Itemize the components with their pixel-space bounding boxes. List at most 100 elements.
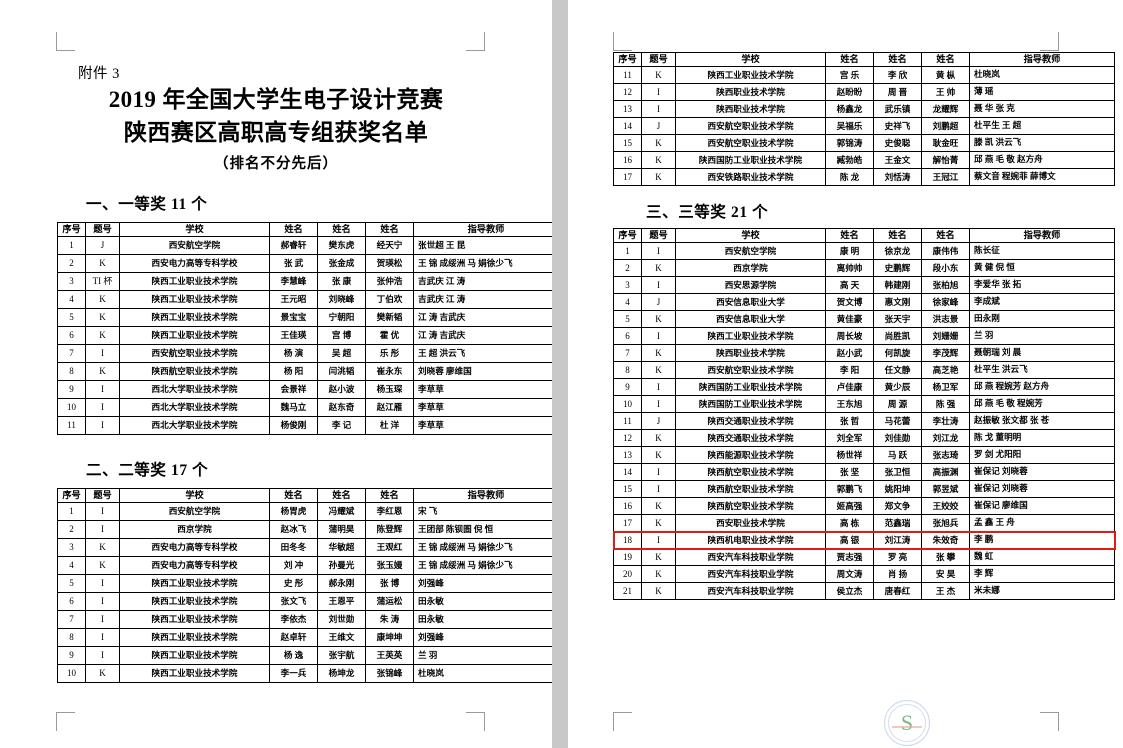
cell-school: 西北大学职业技术学院 — [119, 380, 270, 399]
cell-code: I — [85, 380, 120, 399]
seal-inner-ring — [888, 704, 926, 742]
table-row: 9 I 陕西国防工业职业技术学院 卢佳康 黄少辰 杨卫军邱 燕 程婉芳 赵方舟 — [613, 378, 1115, 396]
cell-name: 王金文 — [873, 151, 922, 169]
cell-num: 1 — [57, 502, 86, 521]
th-name-1: 姓名 — [269, 488, 318, 503]
cell-code: K — [641, 514, 676, 532]
cell-code: K — [641, 259, 676, 277]
table-row: 4 K 陕西工业职业技术学院 王元昭 刘晓峰 丁伯欢 吉武庆 江 涛 — [57, 290, 552, 309]
cell-name: 杨胃虎 — [269, 502, 318, 521]
table-row: 10 I 西北大学职业技术学院 魏马立 赵东奇 赵江雁 李草草 — [57, 398, 552, 417]
table-row: 12 K 陕西交通职业技术学院 刘全军 刘佳勋 刘江龙陈 戈 董明明 — [613, 429, 1115, 447]
cell-name: 王佳瑛 — [269, 326, 318, 345]
cell-name: 罗 亮 — [873, 548, 922, 566]
cell-school: 陕西能源职业技术学院 — [675, 446, 826, 464]
cell-name: 王冠江 — [921, 168, 970, 186]
cell-num: 8 — [57, 628, 86, 647]
th-name-3: 姓名 — [921, 52, 970, 67]
cell-teachers: 滕 凯 洪云飞 — [969, 134, 1115, 152]
second-prize-body-page2: 11 K 陕西工业职业技术学院宫 乐李 欣黄 枞杜晓岚 12 I 陕西职业技术学院 赵盼盼周… — [613, 66, 1115, 186]
cell-teachers: 刘强峰 — [413, 628, 552, 647]
cell-name: 史祥飞 — [873, 117, 922, 135]
cell-teachers: 邱 燕 毛 敬 程婉芳 — [969, 395, 1115, 413]
cell-name: 贺文博 — [825, 293, 874, 311]
page-right: 序号 题号 学校 姓名 姓名 姓名 指导教师 11 K 陕西工业职业技术学院宫 乐李… — [568, 0, 1123, 748]
cell-name: 刘姗姗 — [921, 327, 970, 345]
cell-name: 黄少辰 — [873, 378, 922, 396]
cell-name: 樊东虎 — [317, 236, 366, 255]
cell-name: 离帅帅 — [825, 259, 874, 277]
th-school: 学校 — [119, 488, 270, 503]
cell-name: 史鹏辉 — [873, 259, 922, 277]
table-row: 18 I 陕西机电职业技术学院高 银刘江涛 朱效奇李 鹏 — [612, 530, 1116, 550]
table-row: 9 I 西北大学职业技术学院 会景祥 赵小波 杨玉琛 李草草 — [57, 380, 552, 399]
cell-num: 4 — [57, 556, 86, 575]
cell-teachers: 杜平生 洪云飞 — [969, 361, 1115, 379]
cell-teachers: 崔保记 刘晓蓉 — [969, 480, 1115, 498]
cell-num: 18 — [613, 531, 642, 549]
table-row: 9 I 陕西工业职业技术学院杨 逸张宇航 王英英兰 羽 — [57, 646, 552, 665]
table-row: 5 K 陕西工业职业技术学院 景宝宝 宁朝阳 樊新韬江 涛 吉武庆 — [57, 308, 552, 327]
cell-code: I — [641, 242, 676, 260]
cell-num: 6 — [57, 592, 86, 611]
cell-code: K — [85, 254, 120, 273]
cell-num: 15 — [613, 480, 642, 498]
cell-num: 17 — [613, 168, 642, 186]
table-row: 10 K 陕西工业职业技术学院 李一兵 杨坤龙 张锦峰 杜晓岚 — [57, 664, 552, 683]
cell-code: J — [641, 293, 676, 311]
cell-name: 刘鹏超 — [921, 117, 970, 135]
th-code: 题号 — [641, 228, 676, 243]
cell-num: 2 — [57, 520, 86, 539]
cell-name: 刘佳勋 — [873, 429, 922, 447]
cell-name: 李依杰 — [269, 610, 318, 629]
cell-code: K — [85, 326, 120, 345]
th-name-3: 姓名 — [921, 228, 970, 243]
cell-code: I — [641, 83, 676, 101]
cell-num: 5 — [57, 574, 86, 593]
cell-code: K — [641, 582, 676, 600]
table-row: 5 I 陕西工业职业技术学院史 彤郝永刚张 博刘强峰 — [57, 574, 552, 593]
cell-num: 7 — [613, 344, 642, 362]
cell-name: 霍 优 — [365, 326, 414, 345]
cell-code: I — [641, 463, 676, 481]
cell-num: 4 — [613, 293, 642, 311]
cell-name: 陈 强 — [921, 395, 970, 413]
table-row: 6 I 陕西工业职业技术学院 周长坡 尚胜凯 刘姗姗兰 羽 — [613, 327, 1115, 345]
cell-name: 赵小波 — [317, 380, 366, 399]
cell-code: K — [641, 134, 676, 152]
cell-name: 刘江龙 — [921, 429, 970, 447]
cell-name: 宫 博 — [317, 326, 366, 345]
cell-num: 14 — [613, 463, 642, 481]
cell-name: 杨 阳 — [269, 362, 318, 381]
cell-code: K — [641, 310, 676, 328]
table-row: 12 I 陕西职业技术学院 赵盼盼周 晋王 帅薄 瑶 — [613, 83, 1115, 101]
cell-num: 5 — [57, 308, 86, 327]
th-name-2: 姓名 — [317, 488, 366, 503]
cell-school: 陕西交通职业技术学院 — [675, 429, 826, 447]
th-school: 学校 — [675, 52, 826, 67]
cell-teachers: 杜平生 王 超 — [969, 117, 1115, 135]
cell-teachers: 张世超 王 昆 — [413, 236, 552, 255]
seal-center-glyph: S — [900, 710, 914, 735]
cell-name: 徐家峰 — [921, 293, 970, 311]
third-prize-table: 序号 题号 学校 姓名 姓名 姓名 指导教师 1 I 西安航空学院康 明徐京龙 康伟伟… — [612, 228, 1116, 600]
cell-school: 西安航空学院 — [675, 242, 826, 260]
cell-school: 西安汽车科技职业学院 — [675, 565, 826, 583]
cell-num: 9 — [57, 380, 86, 399]
cell-name: 王维文 — [317, 628, 366, 647]
cell-num: 10 — [613, 395, 642, 413]
cell-num: 10 — [57, 398, 86, 417]
cell-teachers: 李草草 — [413, 416, 552, 435]
table-row: 15 I 陕西航空职业技术学院 郭鹏飞 姚阳坤 郭昱斌 崔保记 刘晓蓉 — [613, 480, 1115, 498]
cell-school: 西安电力高等专科学校 — [119, 254, 270, 273]
cell-name: 郭锦涛 — [825, 134, 874, 152]
cell-name: 高 银 — [825, 531, 874, 549]
cell-code: I — [85, 520, 120, 539]
cell-num: 11 — [613, 66, 642, 84]
cell-name: 张 哲 — [825, 412, 874, 430]
cell-name: 安 昊 — [921, 565, 970, 583]
cell-teachers: 田永刚 — [969, 310, 1115, 328]
cell-name: 樊新韬 — [365, 308, 414, 327]
cell-name: 孙曼光 — [317, 556, 366, 575]
